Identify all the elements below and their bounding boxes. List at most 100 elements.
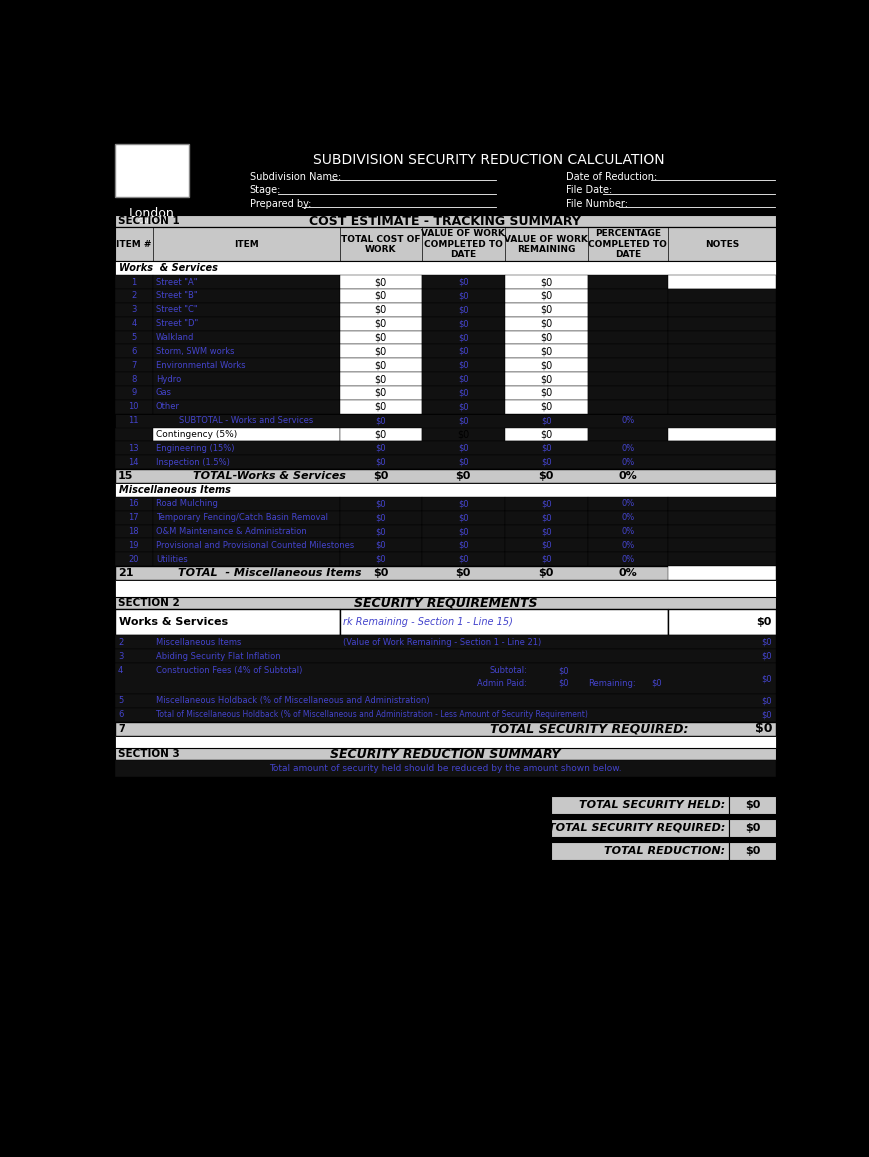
Bar <box>668 359 776 373</box>
Text: $0: $0 <box>375 277 387 287</box>
Bar <box>668 428 776 442</box>
Text: Street "D": Street "D" <box>156 319 198 329</box>
Text: SECTION 3: SECTION 3 <box>118 749 180 759</box>
Text: TOTAL  - Miscellaneous Items: TOTAL - Miscellaneous Items <box>177 568 362 578</box>
Bar <box>115 428 153 442</box>
Text: $0: $0 <box>761 638 772 647</box>
Text: $0: $0 <box>375 374 387 384</box>
Text: $0: $0 <box>761 697 772 706</box>
Bar <box>115 386 153 400</box>
Text: 19: 19 <box>129 541 139 550</box>
Text: 0%: 0% <box>621 514 634 522</box>
Bar <box>153 524 340 538</box>
Text: Works  & Services: Works & Services <box>119 263 217 273</box>
Text: 10: 10 <box>129 403 139 411</box>
Bar <box>115 597 776 610</box>
Text: Miscellaneous Items: Miscellaneous Items <box>156 638 242 647</box>
Text: Total amount of security held should be reduced by the amount shown below.: Total amount of security held should be … <box>269 765 621 773</box>
Bar <box>340 510 421 524</box>
Text: $0: $0 <box>541 541 552 550</box>
Text: $0: $0 <box>558 679 568 687</box>
Bar <box>115 722 776 736</box>
Bar <box>153 496 340 510</box>
Bar <box>115 470 776 482</box>
Bar <box>587 317 668 331</box>
Text: Street "C": Street "C" <box>156 305 197 315</box>
Text: 5: 5 <box>131 333 136 342</box>
Bar <box>421 331 505 345</box>
Text: 16: 16 <box>129 500 139 508</box>
Bar <box>115 694 776 708</box>
Text: Inspection (1.5%): Inspection (1.5%) <box>156 458 229 466</box>
Bar <box>551 819 729 838</box>
Text: Works & Services: Works & Services <box>119 618 228 627</box>
Bar <box>115 708 776 722</box>
Text: $0: $0 <box>540 304 552 315</box>
Text: O&M Maintenance & Administration: O&M Maintenance & Administration <box>156 528 307 536</box>
Text: 4: 4 <box>131 319 136 329</box>
Text: 6: 6 <box>131 347 136 356</box>
Text: 17: 17 <box>129 514 139 522</box>
Text: $0: $0 <box>458 333 468 342</box>
Bar <box>505 538 587 552</box>
Text: $0: $0 <box>375 417 386 425</box>
Bar <box>115 261 776 275</box>
Text: Date of Reduction:: Date of Reduction: <box>566 172 657 183</box>
Text: $0: $0 <box>455 471 471 481</box>
Text: $0: $0 <box>541 554 552 563</box>
Text: Total of Miscellaneous Holdback (% of Miscellaneous and Administration - Less Am: Total of Miscellaneous Holdback (% of Mi… <box>156 710 587 720</box>
Text: 15: 15 <box>118 471 133 481</box>
Text: 0%: 0% <box>621 541 634 550</box>
Text: $0: $0 <box>375 541 386 550</box>
Bar <box>115 635 776 649</box>
Text: 3: 3 <box>131 305 136 315</box>
Text: $0: $0 <box>375 528 386 536</box>
Text: $0: $0 <box>458 389 468 398</box>
Text: Temporary Fencing/Catch Basin Removal: Temporary Fencing/Catch Basin Removal <box>156 514 328 522</box>
Text: 0%: 0% <box>621 528 634 536</box>
Text: Street "B": Street "B" <box>156 292 197 301</box>
Bar <box>115 331 153 345</box>
Bar <box>505 510 587 524</box>
Text: Remaining:: Remaining: <box>588 679 635 687</box>
Bar <box>505 524 587 538</box>
Text: 5: 5 <box>118 697 123 706</box>
Bar <box>153 510 340 524</box>
Text: $0: $0 <box>540 318 552 329</box>
Bar <box>421 275 505 289</box>
Bar <box>551 842 729 861</box>
Text: 11: 11 <box>129 417 139 425</box>
Text: (Value of Work Remaining - Section 1 - Line 21): (Value of Work Remaining - Section 1 - L… <box>342 638 541 647</box>
Text: $0: $0 <box>458 541 468 550</box>
Bar <box>115 566 776 580</box>
Bar <box>115 760 776 778</box>
Bar <box>587 428 668 442</box>
Bar <box>340 289 421 303</box>
Text: $0: $0 <box>754 722 772 735</box>
Bar <box>340 345 421 359</box>
Bar <box>115 482 776 496</box>
Text: TOTAL-Works & Services: TOTAL-Works & Services <box>193 471 346 481</box>
Bar <box>668 400 776 414</box>
Bar <box>115 400 153 414</box>
Bar <box>421 496 505 510</box>
Text: $0: $0 <box>375 360 387 370</box>
Bar <box>421 317 505 331</box>
Text: NOTES: NOTES <box>705 239 740 249</box>
Bar <box>587 524 668 538</box>
Text: $0: $0 <box>375 554 386 563</box>
Text: 7: 7 <box>118 723 124 734</box>
Text: Walkland: Walkland <box>156 333 195 342</box>
Bar <box>340 303 421 317</box>
Bar <box>115 663 776 694</box>
Text: 0%: 0% <box>621 500 634 508</box>
Text: 0%: 0% <box>619 471 637 481</box>
Bar <box>668 373 776 386</box>
Text: 4: 4 <box>118 666 123 676</box>
Text: $0: $0 <box>539 471 554 481</box>
Text: Abiding Security Flat Inflation: Abiding Security Flat Inflation <box>156 651 281 661</box>
Text: $0: $0 <box>757 618 772 627</box>
Bar <box>587 275 668 289</box>
Bar <box>551 796 729 815</box>
Text: 13: 13 <box>129 444 139 452</box>
